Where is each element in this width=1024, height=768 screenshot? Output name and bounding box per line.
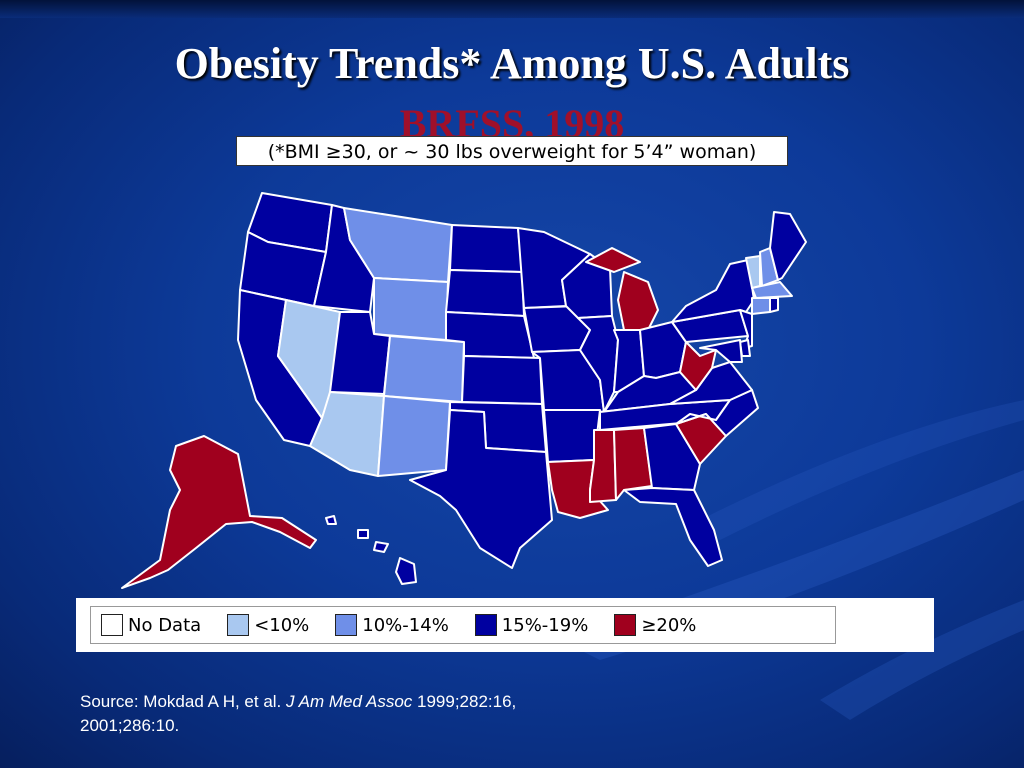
state-nm — [377, 395, 451, 477]
legend-swatch — [474, 614, 497, 636]
legend-label: <10% — [254, 614, 310, 636]
legend-box: No Data <10% 10%-14% 15%-19% ≥20% — [90, 606, 836, 644]
bmi-note: (*BMI ≥30, or ~ 30 lbs overweight for 5’… — [236, 136, 788, 166]
source-prefix: Source: Mokdad A H, et al. — [80, 692, 287, 711]
legend-item-no-data: No Data — [101, 614, 201, 636]
top-bar — [0, 0, 1024, 18]
legend-swatch — [335, 614, 358, 636]
source-journal: J Am Med Assoc — [286, 692, 413, 711]
legend-swatch — [227, 614, 250, 636]
legend-label: 10%-14% — [362, 614, 449, 636]
state-sd — [445, 269, 525, 317]
state-ri — [769, 297, 779, 313]
state-fl — [623, 487, 723, 567]
state-ar — [543, 409, 601, 463]
state-ga — [643, 423, 701, 491]
state-me — [769, 211, 807, 281]
legend-label: 15%-19% — [501, 614, 589, 636]
state-nd — [449, 224, 523, 273]
source-suffix: 1999;282:16, — [412, 692, 517, 711]
state-wy — [373, 277, 449, 341]
state-ks — [461, 355, 543, 405]
state-co — [383, 335, 465, 403]
legend-label: ≥20% — [641, 614, 697, 636]
state-ct — [751, 297, 771, 315]
legend-item-15-19: 15%-19% — [474, 614, 589, 636]
legend-item-ge20: ≥20% — [614, 614, 696, 636]
state-tx — [409, 409, 553, 569]
state-hi — [325, 515, 417, 585]
legend-swatch — [614, 614, 637, 636]
legend-item-10-14: 10%-14% — [335, 614, 449, 636]
state-ms — [589, 429, 617, 503]
legend-swatch — [101, 614, 123, 636]
legend-label: No Data — [128, 614, 202, 636]
state-ma — [751, 281, 793, 299]
us-map — [121, 192, 807, 589]
page-title: Obesity Trends* Among U.S. Adults — [174, 39, 850, 88]
state-md — [699, 339, 743, 363]
legend-item-lt10: <10% — [227, 614, 309, 636]
source-citation: Source: Mokdad A H, et al. J Am Med Asso… — [80, 690, 780, 738]
state-ak — [121, 435, 317, 589]
legend: No Data <10% 10%-14% 15%-19% ≥20% — [76, 598, 934, 652]
source-line2: 2001;286:10. — [80, 716, 180, 735]
